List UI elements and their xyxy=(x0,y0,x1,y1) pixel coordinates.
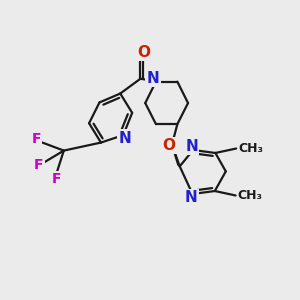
Text: N: N xyxy=(147,70,159,86)
Text: F: F xyxy=(34,158,44,172)
Text: N: N xyxy=(185,139,198,154)
Text: F: F xyxy=(52,172,62,186)
Text: CH₃: CH₃ xyxy=(238,142,263,155)
Text: O: O xyxy=(138,45,151,60)
Text: N: N xyxy=(118,130,131,146)
Text: F: F xyxy=(32,132,41,146)
Text: N: N xyxy=(184,190,197,205)
Text: O: O xyxy=(163,138,176,153)
Text: CH₃: CH₃ xyxy=(238,189,263,202)
